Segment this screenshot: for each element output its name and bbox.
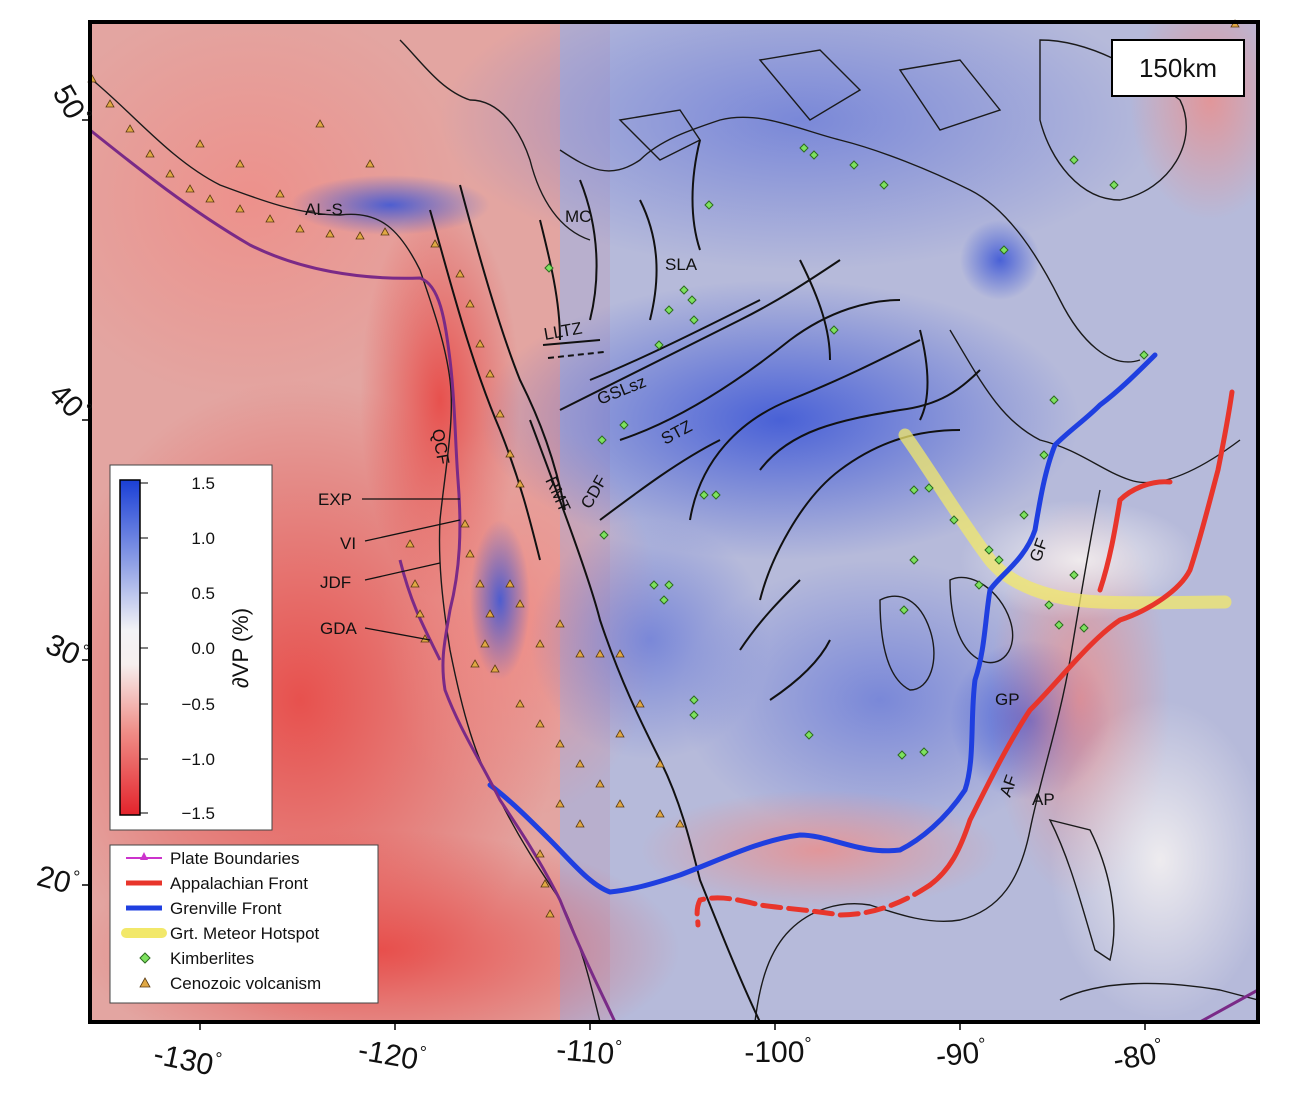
legend-item-grenville-front: Grenville Front: [126, 899, 282, 918]
colorbar-tick-2: 1.0: [191, 529, 215, 548]
appalachian-front-branch: [1097, 479, 1173, 593]
colorbar: [119, 479, 141, 816]
lon-label-110: -110°: [555, 1031, 623, 1072]
fault-lines: [429, 139, 981, 1022]
lon-label-80: -80°: [1110, 1034, 1166, 1077]
map-frame: [88, 20, 1260, 1024]
label-gda: GDA: [320, 619, 358, 638]
depth-box: [1111, 39, 1245, 97]
lon-label-100: -100°: [744, 1034, 811, 1069]
depth-label: 150km: [1139, 53, 1217, 83]
legend-label-hotspot: Grt. Meteor Hotspot: [170, 924, 320, 943]
orange-triangle-icon: [139, 977, 151, 988]
colorbar-tick-1: 1.5: [191, 474, 215, 493]
legend-item-volcanism: Cenozoic volcanism: [139, 974, 321, 993]
lon-label-130: -130°: [151, 1036, 224, 1084]
legend-panel: [109, 844, 379, 1004]
latitude-labels: 50° 40° 30° 20°: [34, 79, 97, 902]
lon-label-90: -90°: [934, 1034, 987, 1073]
label-al-s: AL-S: [305, 200, 343, 219]
green-diamond-icon: [139, 952, 151, 964]
appalachian-front: [927, 389, 1235, 888]
grenville-front: [487, 352, 1158, 895]
label-vi: VI: [340, 534, 356, 553]
plate-boundaries: [90, 128, 1258, 1022]
lon-label-120: -120°: [356, 1032, 428, 1078]
label-callouts: [362, 498, 461, 641]
legend-item-kimberlites: Kimberlites: [139, 949, 254, 968]
longitude-labels: -130° -120° -110° -100° -90° -80°: [151, 1031, 1166, 1084]
colorbar-tick-5: −0.5: [181, 695, 215, 714]
legend-label-grenville-front: Grenville Front: [170, 899, 282, 918]
legend-label-appalachian-front: Appalachian Front: [170, 874, 308, 893]
appalachian-front-south: [694, 882, 933, 928]
label-jdf: JDF: [320, 573, 351, 592]
axis-ticks: [82, 119, 1146, 1030]
lat-label-30: 30°: [41, 626, 93, 675]
label-exp: EXP: [318, 490, 352, 509]
plate-boundary-triangle-icon: [140, 852, 148, 860]
legend-item-hotspot: Grt. Meteor Hotspot: [121, 924, 320, 943]
coastlines: [90, 39, 1258, 1022]
legend-item-plate-boundaries: Plate Boundaries: [126, 849, 299, 868]
lat-label-20: 20°: [34, 858, 82, 902]
legend-label-plate-boundaries: Plate Boundaries: [170, 849, 299, 868]
colorbar-ticks: [140, 482, 148, 814]
colorbar-tick-7: −1.5: [181, 804, 215, 823]
legend-label-kimberlites: Kimberlites: [170, 949, 254, 968]
kimberlites: [544, 143, 1149, 760]
colorbar-tick-6: −1.0: [181, 750, 215, 769]
cenozoic-volcanism: [87, 19, 1240, 918]
label-mc: MC: [565, 207, 591, 226]
label-ap: AP: [1032, 790, 1055, 809]
label-sla: SLA: [665, 255, 698, 274]
legend-item-appalachian-front: Appalachian Front: [126, 874, 308, 893]
colorbar-tick-3: 0.5: [191, 584, 215, 603]
colorbar-title: ∂VP (%): [228, 608, 253, 688]
legend-label-volcanism: Cenozoic volcanism: [170, 974, 321, 993]
great-meteor-hotspot-track: [898, 428, 1232, 610]
colorbar-tick-4: 0.0: [191, 639, 215, 658]
label-gp: GP: [995, 690, 1020, 709]
